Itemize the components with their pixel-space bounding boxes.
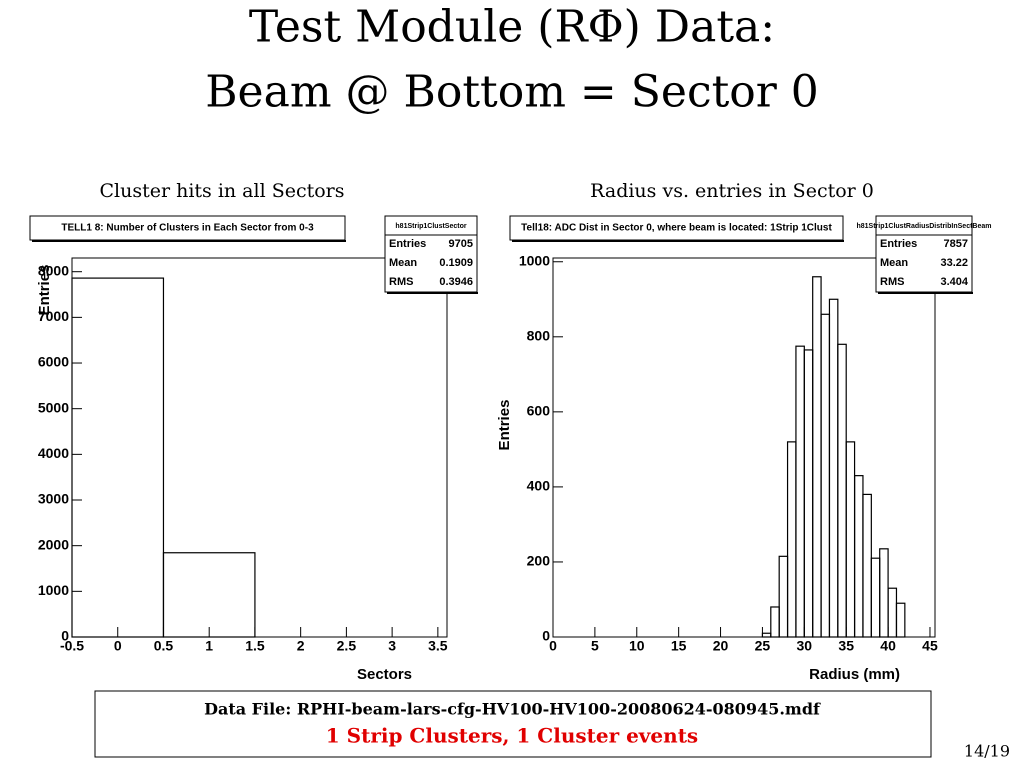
slide-title: Beam @ Bottom = Sector 0 [205, 67, 819, 118]
stats-value: 33.22 [940, 257, 968, 269]
x-tick-label: 5 [591, 638, 599, 654]
bar [786, 441, 797, 638]
stats-value: 7857 [944, 238, 968, 250]
bar [837, 343, 847, 638]
x-tick-label: 40 [880, 638, 896, 654]
y-tick-label: 600 [527, 403, 551, 419]
plot-frame [71, 257, 448, 638]
y-tick-label: 6000 [38, 354, 69, 370]
bar [71, 277, 165, 638]
x-tick-label: 1.5 [245, 638, 265, 654]
stats-box [384, 215, 478, 293]
x-tick-label: 25 [755, 638, 771, 654]
x-tick-label: 0 [549, 638, 557, 654]
bar [803, 349, 814, 638]
footer-box [94, 690, 932, 758]
x-tick-label: 35 [838, 638, 854, 654]
stats-label: Mean [880, 257, 908, 269]
stats-box [875, 215, 973, 293]
x-tick-label: 20 [713, 638, 729, 654]
stats-label: RMS [389, 276, 413, 288]
chart-heading: Cluster hits in all Sectors [99, 180, 344, 202]
bar [853, 475, 864, 638]
x-tick-label: 0 [114, 638, 122, 654]
x-tick-label: 0.5 [154, 638, 174, 654]
stats-value: 9705 [449, 238, 473, 250]
x-tick-label: 3 [388, 638, 396, 654]
bar [845, 441, 856, 638]
bar [761, 632, 772, 638]
bar [887, 587, 898, 638]
bar [862, 493, 872, 638]
stats-value: 0.3946 [439, 276, 473, 288]
plot-frame [552, 257, 936, 638]
histogram-title: TELL1 8: Number of Clusters in Each Sect… [61, 223, 314, 234]
y-tick-label: 1000 [519, 252, 550, 268]
y-tick-label: 4000 [38, 445, 69, 461]
y-axis-label: Entries [496, 400, 513, 451]
bar [812, 276, 822, 638]
x-tick-label: 1 [205, 638, 213, 654]
bar [870, 557, 881, 638]
stats-name: h81Strip1ClustSector [395, 223, 466, 230]
slide-title: Test Module (RΦ) Data: [249, 2, 775, 53]
y-tick-label: 5000 [38, 399, 69, 415]
page-number: 14/19 [964, 742, 1010, 761]
stats-name: h81Strip1ClustRadiusDistribInSectBeam [857, 223, 992, 230]
x-tick-label: 2.5 [337, 638, 357, 654]
y-tick-label: 400 [527, 478, 551, 494]
bar [895, 602, 906, 638]
y-tick-label: 800 [527, 328, 551, 344]
x-axis-label: Sectors [357, 666, 412, 683]
stats-label: RMS [880, 276, 904, 288]
bar [770, 606, 780, 638]
y-tick-label: 0 [542, 628, 550, 644]
stats-value: 3.404 [940, 276, 968, 288]
bar [820, 313, 831, 638]
histogram-title: Tell18: ADC Dist in Sector 0, where beam… [521, 223, 832, 234]
bar [828, 298, 839, 638]
x-tick-label: -0.5 [60, 638, 84, 654]
y-tick-label: 8000 [38, 262, 69, 278]
y-tick-label: 1000 [38, 582, 69, 598]
x-tick-label: 45 [922, 638, 938, 654]
stats-label: Mean [389, 257, 417, 269]
stats-label: Entries [389, 238, 426, 250]
x-axis-label: Radius (mm) [809, 666, 900, 683]
y-tick-label: 3000 [38, 491, 69, 507]
y-tick-label: 7000 [38, 308, 69, 324]
x-tick-label: 15 [671, 638, 687, 654]
y-axis-label: Entries [36, 265, 53, 316]
data-file: Data File: RPHI-beam-lars-cfg-HV100-HV10… [204, 700, 821, 719]
x-tick-label: 2 [297, 638, 305, 654]
title-box [29, 215, 346, 241]
x-tick-label: 30 [797, 638, 813, 654]
event-note: 1 Strip Clusters, 1 Cluster events [326, 724, 698, 748]
x-tick-label: 3.5 [428, 638, 448, 654]
stats-value: 0.1909 [439, 257, 473, 269]
chart-heading: Radius vs. entries in Sector 0 [590, 180, 874, 202]
y-tick-label: 2000 [38, 536, 69, 552]
bar [778, 555, 789, 638]
y-tick-label: 200 [527, 553, 551, 569]
bar [795, 345, 805, 638]
x-tick-label: 10 [629, 638, 645, 654]
bar [162, 552, 256, 638]
stats-label: Entries [880, 238, 917, 250]
bar [879, 548, 889, 638]
y-tick-label: 0 [61, 628, 69, 644]
